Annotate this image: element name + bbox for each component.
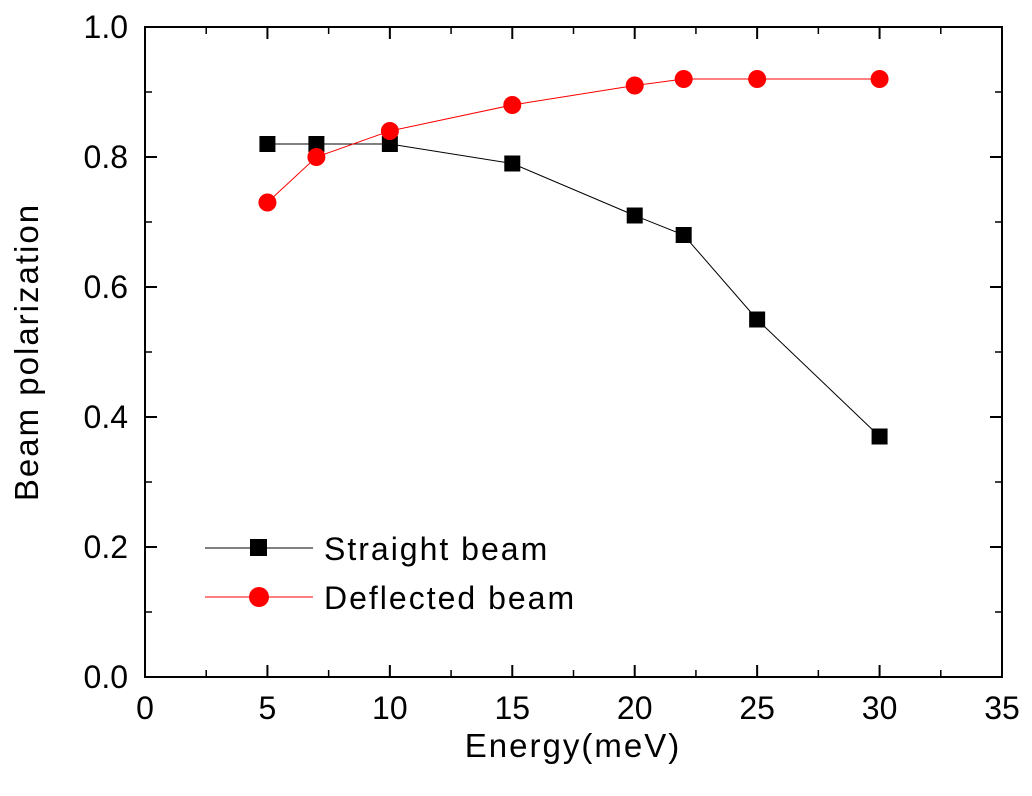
data-point-square: [308, 136, 325, 152]
x-tick-label: 15: [494, 690, 530, 726]
x-tick-label: 10: [372, 690, 408, 726]
data-point-circle: [674, 70, 693, 88]
legend-entry-deflected-beam: Deflected beam: [205, 580, 576, 616]
data-point-square: [871, 428, 888, 445]
data-point-square: [749, 311, 766, 328]
y-tick-label: 0.2: [84, 529, 128, 565]
y-tick-label: 0.4: [84, 399, 128, 435]
series-layer: [258, 70, 889, 445]
data-point-circle: [258, 193, 277, 212]
data-point-square: [626, 207, 643, 224]
x-axis-ticks: [144, 27, 1003, 677]
data-point-circle: [503, 96, 522, 114]
legend-label: Straight beam: [324, 531, 549, 567]
series-straight-beam: [259, 136, 888, 445]
x-tick-label: 35: [984, 690, 1020, 726]
series-line: [267, 78, 880, 203]
legend-entry-straight-beam: Straight beam: [205, 531, 549, 567]
y-tick-label: 0.6: [84, 269, 128, 305]
data-point-square: [381, 136, 398, 152]
legend-circle-marker: [249, 587, 269, 607]
x-tick-label: 0: [136, 690, 154, 726]
legend-square-marker: [250, 539, 267, 556]
data-point-square: [675, 227, 692, 243]
x-axis-title: Energy(meV): [465, 727, 681, 764]
data-point-square: [259, 136, 276, 152]
x-axis-tick-labels: 0 5 10 15 20 25 30 35: [136, 690, 1020, 726]
data-point-circle: [870, 70, 889, 88]
data-point-circle: [625, 76, 644, 95]
series-deflected-beam: [258, 70, 889, 212]
y-axis-ticks: [145, 26, 1002, 678]
legend-label: Deflected beam: [324, 580, 576, 616]
y-axis-title: Beam polarization: [8, 203, 45, 501]
x-tick-label: 20: [617, 690, 653, 726]
data-point-square: [504, 155, 521, 172]
y-axis-tick-labels: 0.0 0.2 0.4 0.6 0.8 1.0: [84, 9, 128, 695]
series-line: [267, 143, 880, 437]
data-point-circle: [380, 122, 399, 140]
y-tick-label: 0.0: [84, 659, 128, 695]
data-point-circle: [307, 148, 326, 166]
y-tick-label: 0.8: [84, 139, 128, 175]
x-tick-label: 30: [862, 690, 898, 726]
x-tick-label: 5: [259, 690, 277, 726]
data-point-circle: [748, 70, 767, 88]
x-tick-label: 25: [739, 690, 775, 726]
legend: Straight beam Deflected beam: [205, 531, 576, 616]
y-tick-label: 1.0: [84, 9, 128, 45]
